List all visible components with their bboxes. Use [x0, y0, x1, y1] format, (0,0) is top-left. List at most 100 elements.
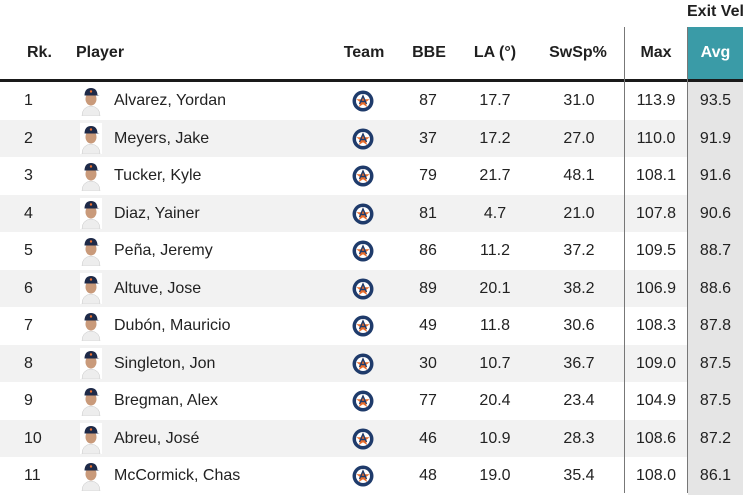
player-headshot-icon[interactable] [80, 160, 102, 191]
launch-angle-cell: 4.7 [483, 204, 507, 222]
player-name-link[interactable]: Tucker, Kyle [114, 167, 202, 184]
player-headshot-icon[interactable] [80, 235, 102, 266]
player-headshot-icon[interactable] [80, 310, 102, 341]
astros-logo-icon[interactable] [352, 465, 374, 487]
astros-logo-icon[interactable] [352, 165, 374, 187]
table-row[interactable]: 6 Altuve, Jose 89 20.1 38.2 106.9 88.6 [0, 269, 743, 307]
rank-cell: 9 [24, 392, 33, 409]
column-header-launch-angle[interactable]: LA (°) [473, 44, 517, 61]
astros-logo-icon[interactable] [352, 390, 374, 412]
player-name-link[interactable]: Singleton, Jon [114, 354, 216, 372]
sweet-spot-cell: 21.0 [563, 204, 595, 222]
launch-angle-cell: 20.4 [479, 392, 511, 409]
launch-angle-cell: 11.2 [480, 242, 510, 259]
astros-logo-icon[interactable] [352, 278, 374, 300]
player-name-link[interactable]: Bregman, Alex [114, 392, 219, 409]
player-headshot-icon[interactable] [80, 197, 102, 229]
bbe-cell: 30 [419, 354, 437, 372]
sweet-spot-cell: 48.1 [563, 167, 595, 184]
astros-logo-icon[interactable] [352, 128, 374, 150]
avg-exit-velocity-cell: 86.1 [699, 467, 732, 484]
avg-exit-velocity-cell: 87.5 [699, 392, 732, 409]
avg-column-shade [688, 419, 743, 457]
max-exit-velocity-cell: 106.9 [635, 279, 677, 297]
bbe-cell: 48 [419, 467, 437, 484]
avg-column-shade [688, 82, 743, 120]
table-row[interactable]: 8 Singleton, Jon 30 10.7 36.7 109.0 87.5 [0, 344, 743, 382]
rank-cell: 5 [24, 242, 33, 259]
max-exit-velocity-cell: 108.0 [635, 467, 677, 484]
table-row[interactable]: 4 Diaz, Yainer 81 4.7 21.0 107.8 90.6 [0, 194, 743, 232]
sweet-spot-cell: 23.4 [563, 392, 595, 409]
astros-logo-icon[interactable] [352, 90, 374, 112]
sweet-spot-cell: 31.0 [563, 92, 595, 109]
bbe-cell: 37 [419, 129, 437, 147]
sweet-spot-cell: 30.6 [563, 317, 595, 334]
bbe-cell: 87 [419, 92, 437, 109]
column-header-team[interactable]: Team [343, 44, 385, 61]
player-name-link[interactable]: Abreu, José [114, 429, 200, 447]
avg-column-shade [688, 119, 743, 157]
max-exit-velocity-cell: 108.1 [635, 167, 677, 184]
player-name-link[interactable]: Altuve, Jose [114, 279, 202, 297]
astros-logo-icon[interactable] [352, 240, 374, 262]
column-header-bbe[interactable]: BBE [412, 44, 446, 61]
avg-column-shade [688, 457, 743, 495]
avg-exit-velocity-cell: 91.9 [699, 129, 732, 147]
avg-column-shade [688, 194, 743, 232]
avg-column-shade [688, 382, 743, 420]
table-header: Rk. Player Team BBE LA (°) SwSp% Max Avg [0, 27, 743, 82]
player-name-link[interactable]: Diaz, Yainer [114, 204, 200, 222]
player-headshot-icon[interactable] [80, 85, 102, 116]
column-header-avg-exit-velocity[interactable]: Avg [688, 27, 743, 79]
sweet-spot-cell: 28.3 [563, 429, 595, 447]
astros-logo-icon[interactable] [352, 428, 374, 450]
rank-cell: 4 [24, 204, 33, 222]
table-row[interactable]: 11 McCormick, Chas 48 19.0 35.4 108.0 86… [0, 457, 743, 495]
table-row[interactable]: 9 Bregman, Alex 77 20.4 23.4 104.9 87.5 [0, 382, 743, 420]
table-row[interactable]: 2 Meyers, Jake 37 17.2 27.0 110.0 91.9 [0, 119, 743, 157]
table-row[interactable]: 7 Dubón, Mauricio 49 11.8 30.6 108.3 87.… [0, 307, 743, 345]
column-header-sweet-spot[interactable]: SwSp% [549, 44, 607, 61]
table-row[interactable]: 3 Tucker, Kyle 79 21.7 48.1 108.1 91.6 [0, 157, 743, 195]
launch-angle-cell: 10.9 [479, 429, 511, 447]
player-name-link[interactable]: McCormick, Chas [114, 467, 241, 484]
avg-column-shade [688, 344, 743, 382]
table-row[interactable]: 10 Abreu, José 46 10.9 28.3 108.6 87.2 [0, 419, 743, 457]
player-headshot-icon[interactable] [80, 122, 102, 154]
astros-logo-icon[interactable] [352, 203, 374, 225]
rank-cell: 11 [24, 467, 41, 484]
bbe-cell: 89 [419, 279, 437, 297]
player-headshot-icon[interactable] [80, 422, 102, 454]
player-name-link[interactable]: Dubón, Mauricio [114, 317, 231, 334]
column-divider [624, 27, 625, 493]
sweet-spot-cell: 38.2 [563, 279, 595, 297]
bbe-cell: 77 [419, 392, 437, 409]
avg-exit-velocity-cell: 87.2 [699, 429, 732, 447]
player-headshot-icon[interactable] [80, 460, 102, 491]
column-header-player[interactable]: Player [76, 44, 125, 61]
launch-angle-cell: 19.0 [479, 467, 511, 484]
player-name-link[interactable]: Peña, Jeremy [114, 242, 213, 259]
table-row[interactable]: 1 Alvarez, Yordan 87 17.7 31.0 113.9 93.… [0, 82, 743, 120]
avg-exit-velocity-cell: 90.6 [699, 204, 732, 222]
avg-column-shade [688, 157, 743, 195]
avg-exit-velocity-cell: 91.6 [699, 167, 732, 184]
player-headshot-icon[interactable] [80, 347, 102, 379]
column-header-rank[interactable]: Rk. [27, 44, 52, 61]
max-exit-velocity-cell: 110.0 [636, 129, 676, 147]
rank-cell: 1 [24, 92, 33, 109]
player-name-link[interactable]: Meyers, Jake [114, 129, 210, 147]
avg-column-shade [688, 269, 743, 307]
column-header-max-exit-velocity[interactable]: Max [640, 44, 672, 61]
bbe-cell: 81 [419, 204, 437, 222]
astros-logo-icon[interactable] [352, 315, 374, 337]
table-row[interactable]: 5 Peña, Jeremy 86 11.2 37.2 109.5 88.7 [0, 232, 743, 270]
exit-velocity-group-header: Exit Vel [687, 3, 743, 20]
avg-exit-velocity-cell: 88.6 [699, 279, 732, 297]
column-divider [687, 27, 688, 493]
player-headshot-icon[interactable] [80, 385, 102, 416]
player-name-link[interactable]: Alvarez, Yordan [114, 92, 227, 109]
astros-logo-icon[interactable] [352, 353, 374, 375]
player-headshot-icon[interactable] [80, 272, 102, 304]
